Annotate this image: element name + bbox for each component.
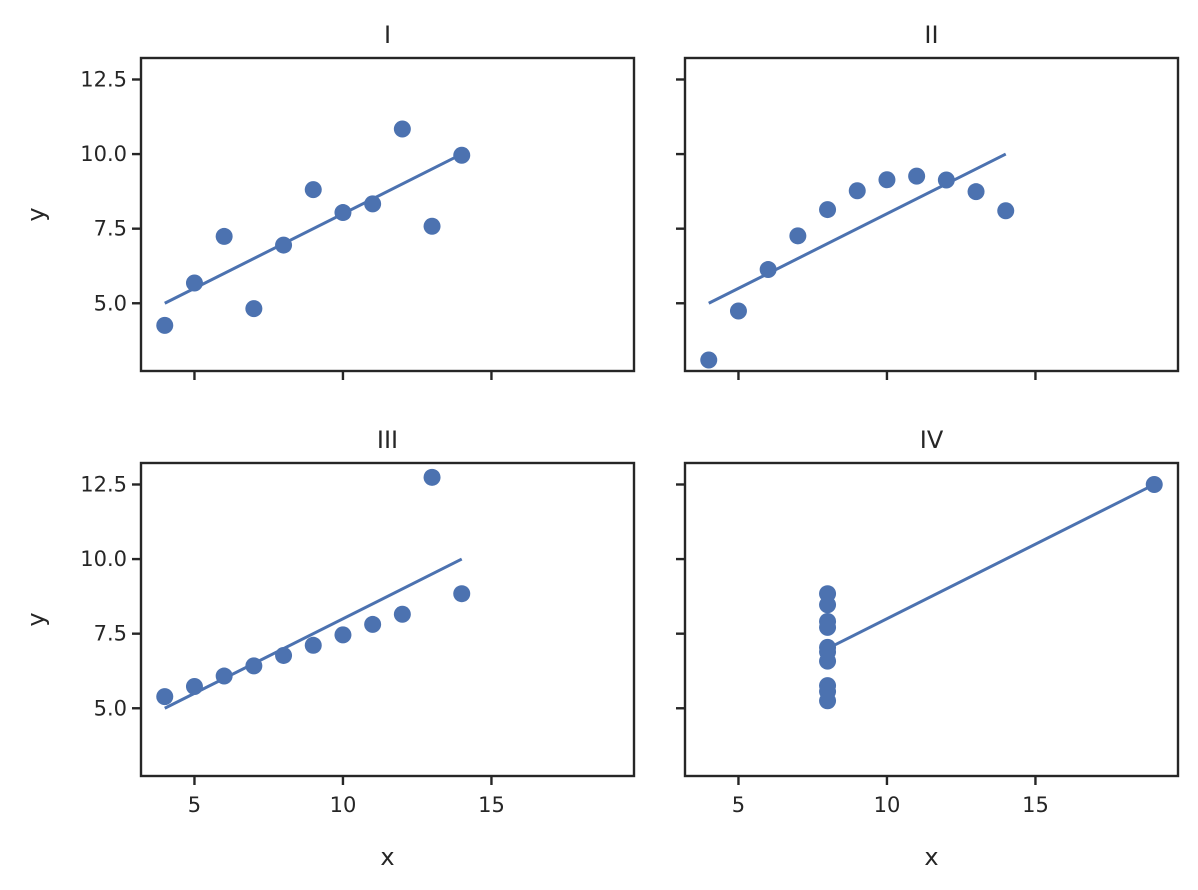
data-point	[245, 300, 263, 318]
y-tick-label: 7.5	[94, 217, 127, 241]
y-axis-label: y	[22, 207, 50, 221]
data-point	[393, 120, 411, 138]
data-point	[1145, 475, 1163, 493]
data-point	[304, 636, 322, 654]
data-point	[275, 236, 293, 254]
data-point	[848, 182, 866, 200]
y-tick-label: 10.0	[80, 142, 127, 166]
data-point	[700, 351, 718, 369]
axes-frame	[683, 461, 1180, 778]
data-point	[156, 316, 174, 334]
regression-line	[708, 152, 1007, 305]
regression-line	[164, 557, 463, 710]
axes-frame	[139, 461, 636, 778]
data-point	[364, 195, 382, 213]
x-tick-label: 10	[330, 793, 357, 817]
y-tick-label: 12.5	[80, 472, 127, 496]
panel-i: I 5.0 7.5 10.0 12.5 y	[22, 21, 636, 380]
data-point	[393, 605, 411, 623]
data-point	[729, 302, 747, 320]
data-point	[453, 146, 471, 164]
data-point	[185, 274, 203, 292]
regression-line	[826, 483, 1155, 650]
data-point	[453, 585, 471, 603]
x-axis-label: x	[924, 843, 938, 871]
panel-title: IV	[920, 426, 944, 454]
axes-frame	[683, 56, 1180, 373]
data-point	[304, 181, 322, 199]
data-point	[245, 657, 263, 675]
y-tick-label: 12.5	[80, 67, 127, 91]
data-point	[908, 167, 926, 185]
data-point	[334, 626, 352, 644]
data-point	[334, 204, 352, 222]
data-point	[423, 217, 441, 235]
panel-title: I	[384, 21, 391, 49]
panel-title: III	[377, 426, 398, 454]
x-tick-label: 15	[478, 793, 505, 817]
data-point	[937, 171, 955, 189]
data-point	[819, 596, 837, 614]
data-point	[423, 468, 441, 486]
panel-iv: IV 5 10 15 x	[676, 426, 1180, 871]
x-tick-label: 5	[188, 793, 201, 817]
data-point	[215, 227, 233, 245]
data-point	[997, 202, 1015, 220]
data-point	[759, 261, 777, 279]
y-tick-label: 10.0	[80, 547, 127, 571]
panel-ii: II	[676, 21, 1180, 380]
data-point	[364, 615, 382, 633]
regression-line	[164, 152, 463, 305]
panel-iii: III 5 10 15 5.0 7.5 10.0 12.5 x y	[22, 426, 636, 871]
data-point	[967, 183, 985, 201]
y-tick-label: 7.5	[94, 622, 127, 646]
axes-frame	[139, 56, 636, 373]
x-tick-label: 15	[1022, 793, 1049, 817]
x-tick-label: 5	[732, 793, 745, 817]
data-point	[215, 667, 233, 685]
x-tick-label: 10	[874, 793, 901, 817]
data-point	[819, 643, 837, 661]
data-point	[878, 171, 896, 189]
data-point	[789, 227, 807, 245]
x-axis-label: x	[380, 843, 394, 871]
data-point	[275, 646, 293, 664]
data-point	[819, 683, 837, 701]
y-axis-label: y	[22, 612, 50, 626]
panel-title: II	[924, 21, 938, 49]
data-point	[819, 612, 837, 630]
data-point	[819, 201, 837, 219]
y-tick-label: 5.0	[94, 291, 127, 315]
data-point	[185, 677, 203, 695]
y-tick-label: 5.0	[94, 696, 127, 720]
data-point	[156, 688, 174, 706]
